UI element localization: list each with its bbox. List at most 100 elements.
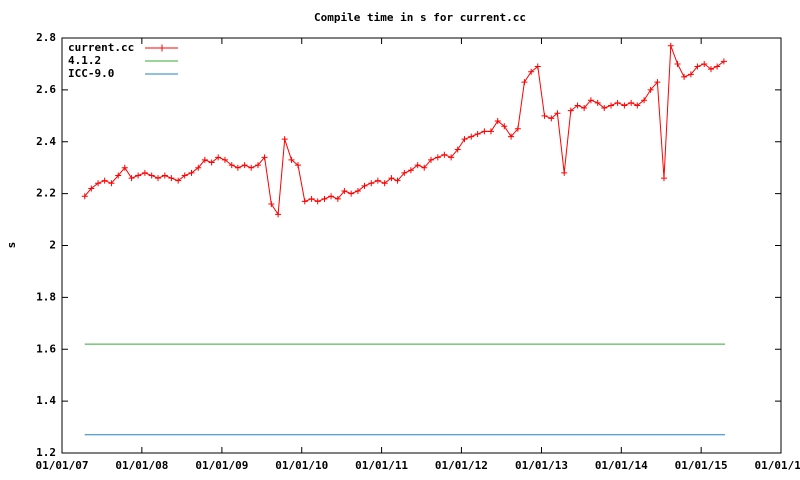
chart-title: Compile time in s for current.cc: [314, 11, 526, 24]
point-marker: [241, 162, 248, 169]
legend-label: current.cc: [68, 41, 134, 54]
point-marker: [581, 105, 588, 112]
y-tick-label: 1.8: [36, 290, 56, 303]
point-marker: [501, 123, 508, 130]
point-marker: [608, 102, 615, 109]
point-marker: [534, 63, 541, 70]
y-tick-label: 2.6: [36, 83, 56, 96]
point-marker: [161, 172, 168, 179]
point-marker: [328, 193, 335, 200]
point-marker: [254, 162, 261, 169]
point-marker: [654, 79, 661, 86]
point-marker: [208, 159, 215, 166]
point-marker: [674, 60, 681, 67]
point-marker: [421, 164, 428, 171]
x-tick-label: 01/01/07: [36, 459, 89, 472]
point-marker: [434, 154, 441, 161]
point-marker: [461, 136, 468, 143]
point-marker: [281, 136, 288, 143]
point-marker: [587, 97, 594, 104]
point-marker: [667, 42, 674, 49]
x-tick-label: 01/01/14: [595, 459, 648, 472]
point-marker: [621, 102, 628, 109]
point-marker: [341, 188, 348, 195]
point-marker: [468, 133, 475, 140]
point-marker: [175, 177, 182, 184]
legend-marker: [158, 44, 166, 52]
point-marker: [228, 162, 235, 169]
point-marker: [248, 164, 255, 171]
x-tick-label: 01/01/16: [755, 459, 800, 472]
point-marker: [487, 128, 494, 135]
point-marker: [88, 185, 95, 192]
point-marker: [474, 130, 481, 137]
point-marker: [101, 177, 108, 184]
point-marker: [561, 169, 568, 176]
point-marker: [201, 156, 208, 163]
point-marker: [148, 172, 155, 179]
point-marker: [135, 172, 142, 179]
point-marker: [81, 193, 88, 200]
point-marker: [541, 112, 548, 119]
point-marker: [381, 180, 388, 187]
point-marker: [521, 79, 528, 86]
point-marker: [548, 115, 555, 122]
point-marker: [321, 195, 328, 202]
point-marker: [454, 146, 461, 153]
point-marker: [261, 154, 268, 161]
point-marker: [295, 162, 302, 169]
point-marker: [414, 162, 421, 169]
point-marker: [268, 201, 275, 207]
point-marker: [641, 97, 648, 104]
x-tick-label: 01/01/12: [435, 459, 488, 472]
point-marker: [394, 177, 401, 184]
point-marker: [115, 172, 122, 179]
plot-frame: [61, 37, 782, 454]
point-marker: [308, 195, 315, 202]
point-marker: [714, 63, 721, 70]
point-marker: [141, 169, 148, 176]
point-marker: [188, 169, 195, 176]
x-tick-label: 01/01/10: [275, 459, 328, 472]
y-tick-label: 2.8: [36, 31, 56, 44]
y-tick-label: 1.6: [36, 342, 56, 355]
point-marker: [660, 175, 667, 182]
point-marker: [314, 198, 321, 205]
point-marker: [348, 190, 355, 197]
point-marker: [614, 99, 621, 106]
point-marker: [681, 73, 688, 80]
point-marker: [448, 154, 455, 161]
point-marker: [508, 133, 515, 140]
point-marker: [368, 180, 375, 187]
y-tick-label: 2.4: [36, 135, 56, 148]
point-marker: [234, 164, 241, 171]
point-marker: [301, 198, 308, 205]
y-tick-label: 1.2: [36, 446, 56, 459]
point-marker: [494, 118, 501, 124]
series-line: [84, 45, 725, 216]
point-marker: [514, 125, 521, 132]
point-marker: [155, 175, 162, 182]
point-marker: [288, 156, 295, 163]
legend-label: ICC-9.0: [68, 67, 114, 80]
point-marker: [554, 110, 561, 117]
x-tick-label: 01/01/15: [675, 459, 728, 472]
point-marker: [528, 68, 535, 75]
point-marker: [95, 180, 102, 187]
y-axis-label: s: [5, 242, 18, 249]
point-marker: [594, 99, 601, 106]
point-marker: [701, 60, 708, 67]
point-marker: [567, 107, 574, 114]
point-marker: [388, 175, 395, 182]
point-marker: [628, 99, 635, 106]
point-marker: [708, 66, 715, 73]
point-marker: [121, 164, 128, 171]
point-marker: [128, 175, 135, 182]
y-tick-label: 2: [49, 239, 56, 252]
point-marker: [574, 102, 581, 109]
point-marker: [334, 195, 341, 202]
point-marker: [374, 177, 381, 184]
point-marker: [108, 180, 115, 187]
